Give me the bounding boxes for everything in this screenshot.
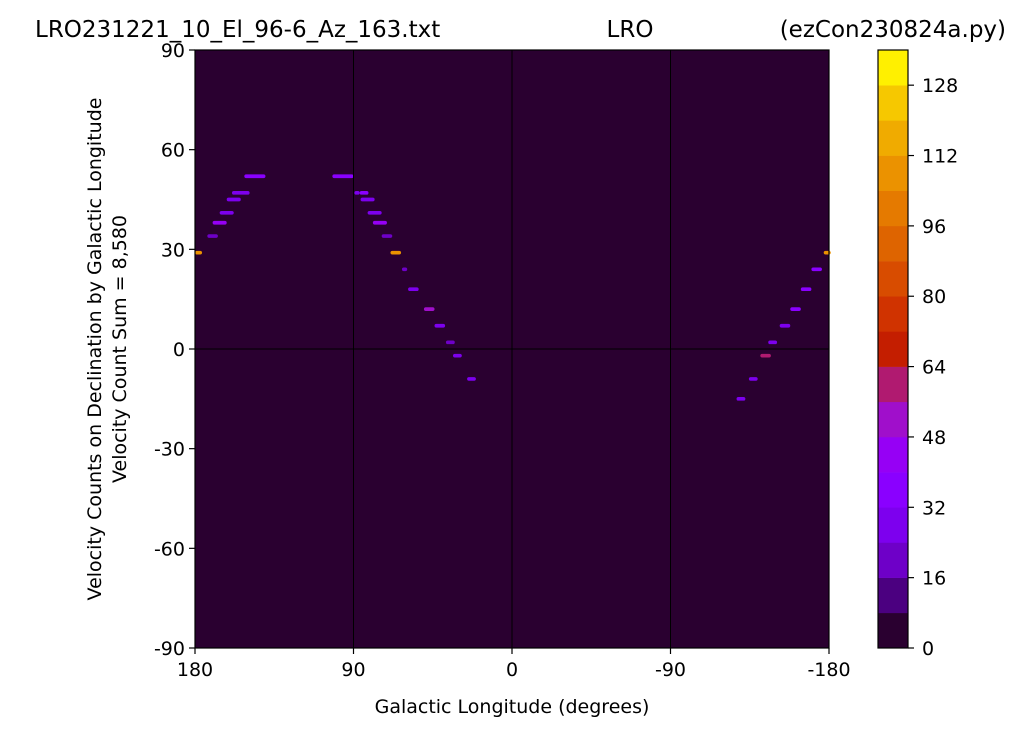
colorbar-swatch-9	[878, 296, 908, 332]
y-tick-label: -30	[154, 439, 185, 461]
colorbar-swatch-8	[878, 331, 908, 367]
heatmap-cell-10	[360, 197, 375, 202]
colorbar-tick-label: 16	[922, 568, 946, 590]
heatmap-cell-27	[790, 307, 801, 311]
y-axis-label-sum: Velocity Count Sum = 8,580	[109, 215, 131, 483]
colorbar-swatch-15	[878, 85, 908, 121]
heatmap-cell-25	[768, 340, 778, 345]
heatmap-cell-23	[748, 377, 758, 381]
y-axis-ticks: 90 60 30 0 -30 -60 -90	[154, 40, 195, 660]
heatmap-cells	[195, 174, 831, 401]
heatmap-cell-21	[467, 377, 476, 381]
heatmap-cell-13	[381, 234, 393, 238]
colorbar-tick-label: 96	[922, 216, 946, 238]
heatmap-cell-15	[401, 267, 408, 272]
colorbar-swatch-3	[878, 507, 908, 543]
heatmap-cell-26	[779, 323, 791, 328]
heatmap-cell-24	[760, 353, 771, 358]
y-tick-label: 90	[161, 40, 185, 62]
colorbar-tick-label: 112	[922, 146, 958, 168]
y-tick-label: 60	[161, 140, 185, 162]
y-tick-label: -90	[154, 638, 185, 660]
heatmap-cell-6	[244, 174, 266, 179]
colorbar-swatch-7	[878, 366, 908, 403]
heatmap-cell-9	[359, 191, 369, 195]
colorbar-tick-label: 0	[922, 638, 934, 660]
colorbar-swatch-12	[878, 190, 908, 227]
heatmap-cell-29	[811, 267, 822, 272]
grid-lines	[195, 50, 829, 648]
heatmap-cell-22	[736, 397, 746, 401]
heatmap-cell-14	[390, 250, 402, 255]
colorbar-swatch-4	[878, 472, 908, 508]
x-tick-label: -180	[807, 659, 850, 681]
heatmap-cell-12	[372, 220, 387, 225]
heatmap-cell-2	[212, 220, 227, 225]
heatmap-cell-28	[800, 287, 812, 292]
heatmap-cell-19	[445, 340, 455, 345]
colorbar-swatches	[878, 50, 908, 649]
heatmap-cell-16	[408, 287, 419, 292]
heatmap-cell-17	[423, 307, 435, 311]
colorbar-swatch-10	[878, 261, 908, 297]
heatmap-cell-1	[207, 234, 218, 238]
x-tick-label: 180	[177, 659, 213, 681]
colorbar-swatch-16	[878, 50, 908, 86]
colorbar-ticks: 0 16 32 48 64 80 96 112 128	[908, 75, 958, 660]
heatmap-cell-7	[332, 174, 354, 179]
x-axis-ticks: 180 90 0 -90 -180	[177, 648, 851, 681]
x-tick-label: 90	[341, 659, 365, 681]
heatmap-cell-4	[226, 197, 241, 202]
heatmap-cell-3	[219, 210, 234, 215]
colorbar-swatch-13	[878, 155, 908, 192]
heatmap-cell-8	[354, 191, 360, 195]
x-axis-label: Galactic Longitude (degrees)	[375, 696, 650, 718]
x-tick-label: 0	[506, 659, 518, 681]
colorbar-swatch-5	[878, 436, 908, 473]
y-tick-label: 0	[173, 339, 185, 361]
plot-area: 180 90 0 -90 -180 90 60 30 0 -30 -60 -90	[154, 40, 851, 681]
y-axis-label: Velocity Counts on Declination by Galact…	[84, 98, 106, 601]
heatmap-cell-5	[231, 191, 250, 195]
header-station: LRO	[607, 17, 654, 43]
heatmap-cell-11	[367, 210, 382, 215]
colorbar-tick-label: 80	[922, 286, 946, 308]
colorbar-swatch-6	[878, 401, 908, 438]
colorbar: 0 16 32 48 64 80 96 112 128	[877, 49, 958, 660]
y-tick-label: 30	[161, 239, 185, 261]
colorbar-swatch-0	[878, 612, 908, 649]
x-tick-label: -90	[655, 659, 686, 681]
colorbar-swatch-14	[878, 120, 908, 156]
heatmap-cell-0	[195, 250, 203, 255]
colorbar-tick-label: 128	[922, 75, 958, 97]
heatmap-cell-18	[434, 323, 446, 328]
colorbar-tick-label: 32	[922, 497, 946, 519]
colorbar-frame	[877, 49, 909, 649]
heatmap-cell-20	[453, 353, 462, 358]
heatmap-cell-30	[823, 250, 831, 255]
header-filename: LRO231221_10_El_96-6_Az_163.txt	[35, 17, 440, 43]
colorbar-swatch-2	[878, 542, 908, 578]
y-tick-label: -60	[154, 538, 185, 560]
colorbar-tick-label: 64	[922, 357, 946, 379]
colorbar-swatch-1	[878, 577, 908, 614]
header-script: (ezCon230824a.py)	[780, 17, 1006, 43]
colorbar-swatch-11	[878, 225, 908, 262]
colorbar-tick-label: 48	[922, 427, 946, 449]
